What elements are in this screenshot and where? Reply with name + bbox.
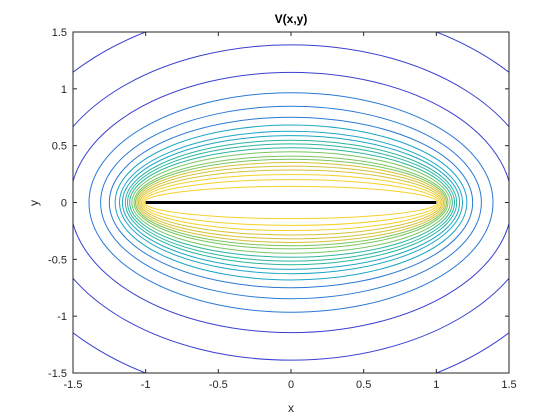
x-tick-label: -1.5 xyxy=(64,379,83,391)
contour-line xyxy=(143,185,439,220)
y-tick-label: 1 xyxy=(61,84,67,96)
y-tick-label: 0.5 xyxy=(52,141,67,153)
contour-line xyxy=(133,155,449,250)
contour-line xyxy=(127,143,455,262)
contour-line xyxy=(88,92,494,313)
contour-line xyxy=(140,173,442,232)
x-axis-label: x xyxy=(288,401,294,415)
chart-title: V(x,y) xyxy=(275,12,308,26)
y-tick-label: 1.5 xyxy=(52,27,67,39)
contour-line xyxy=(73,71,509,334)
contour-line xyxy=(124,139,458,266)
y-tick-label: -1.5 xyxy=(48,368,67,380)
x-tick-label: -1 xyxy=(141,379,151,391)
y-tick-label: -0.5 xyxy=(48,254,67,266)
contour-line xyxy=(139,169,443,236)
contour-line xyxy=(114,124,468,281)
x-tick-label: 0 xyxy=(288,379,294,391)
contour-line xyxy=(73,44,509,361)
contour-line xyxy=(136,162,446,243)
contour-line xyxy=(129,147,453,258)
y-tick-label: 0 xyxy=(61,198,67,210)
contour-line xyxy=(108,116,474,289)
contour-line xyxy=(134,158,448,247)
contour-line xyxy=(119,130,463,275)
contour-line xyxy=(131,151,451,254)
x-tick-label: -0.5 xyxy=(209,379,228,391)
x-tick-label: 1 xyxy=(433,379,439,391)
contour-line xyxy=(137,165,445,240)
x-tick-label: 1.5 xyxy=(501,379,516,391)
contour-line xyxy=(142,179,440,226)
contour-line xyxy=(121,135,461,270)
contour-line xyxy=(100,105,482,300)
y-tick-label: -1 xyxy=(57,311,67,323)
y-axis-label: y xyxy=(27,200,41,206)
x-tick-label: 0.5 xyxy=(356,379,371,391)
